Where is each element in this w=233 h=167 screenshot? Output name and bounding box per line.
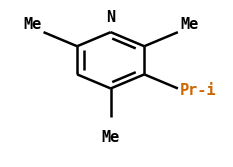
Text: Me: Me (180, 17, 199, 32)
Text: Me: Me (102, 130, 120, 145)
Text: N: N (106, 10, 115, 25)
Text: Me: Me (23, 17, 41, 32)
Text: Pr-i: Pr-i (180, 84, 217, 99)
